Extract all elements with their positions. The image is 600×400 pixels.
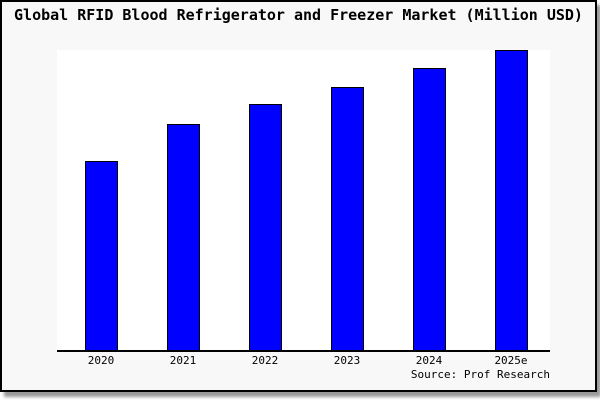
bar-2024: [412, 68, 446, 350]
x-tick-label-2025e: 2025e: [494, 354, 528, 367]
bar-2021: [166, 124, 200, 350]
bar-2025e: [494, 50, 528, 350]
bar-2020: [84, 161, 118, 350]
x-tick-label-2021: 2021: [169, 354, 197, 367]
source-credit: Source: Prof Research: [410, 368, 550, 381]
plot-area: [57, 50, 550, 352]
x-tick-label-2024: 2024: [415, 354, 443, 367]
x-tick-label-2023: 2023: [333, 354, 361, 367]
bar-2022: [248, 104, 282, 350]
bar-2023: [330, 87, 364, 350]
chart-title: Global RFID Blood Refrigerator and Freez…: [14, 6, 583, 24]
x-tick-label-2022: 2022: [251, 354, 279, 367]
x-tick-label-2020: 2020: [87, 354, 115, 367]
